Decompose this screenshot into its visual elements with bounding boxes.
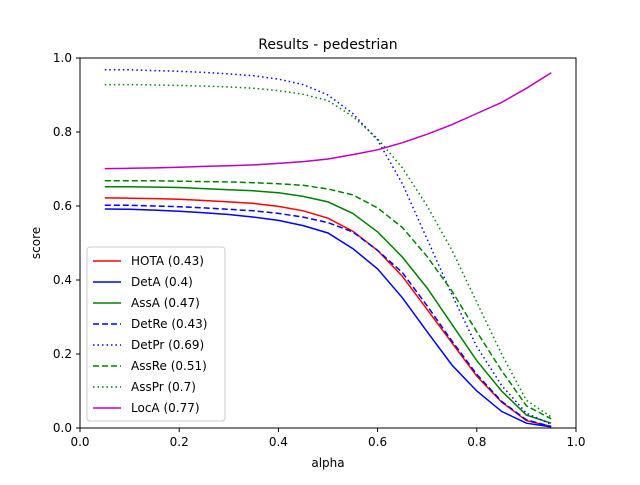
y-tick-label: 1.0 [53,51,72,65]
chart-title: Results - pedestrian [258,37,397,53]
y-tick-label: 0.8 [53,125,72,139]
legend-label-5: AssRe (0.51) [131,359,207,373]
legend-label-3: DetRe (0.43) [131,317,207,331]
x-tick-label: 0.2 [170,435,189,449]
series-line-5 [104,180,552,420]
legend-label-4: DetPr (0.69) [131,338,204,352]
x-axis-label: alpha [311,456,344,470]
y-tick-label: 0.6 [53,199,72,213]
series-line-7 [104,72,552,170]
series-line-0 [104,197,552,428]
axes-frame [79,57,577,429]
legend-label-7: LocA (0.77) [131,401,200,415]
y-axis-label: score [29,227,43,259]
plot-area [104,69,552,428]
x-tick-label: 1.0 [566,435,585,449]
x-tick-label: 0.6 [368,435,387,449]
y-tick-label: 0.4 [53,273,72,287]
x-tick-label: 0.4 [269,435,288,449]
series-line-2 [104,186,552,424]
legend-label-0: HOTA (0.43) [131,254,204,268]
y-tick-label: 0.2 [53,347,72,361]
legend-label-6: AssPr (0.7) [131,380,196,394]
series-line-3 [104,204,552,428]
series-line-1 [104,208,552,428]
legend-box [86,246,226,422]
legend: HOTA (0.43) DetA (0.4) AssA (0.47) DetRe (0… [86,246,226,422]
legend-label-1: DetA (0.4) [131,275,193,289]
x-tick-label: 0.8 [467,435,486,449]
legend-label-2: AssA (0.47) [131,296,200,310]
series-line-4 [104,69,552,425]
axis-ticks: 0.0 0.2 0.4 0.6 0.8 1.0 0.0 0.2 0.4 0.6 0.8 1.0 [53,51,586,449]
x-tick-label: 0.0 [70,435,89,449]
y-tick-label: 0.0 [53,421,72,435]
